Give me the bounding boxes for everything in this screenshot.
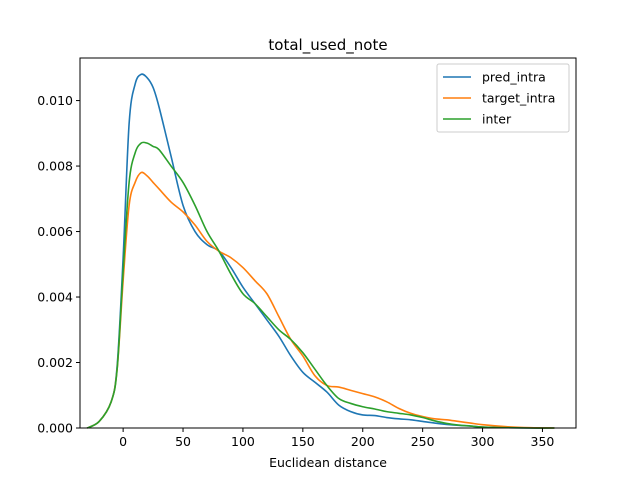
chart-title: total_used_note [268, 36, 387, 55]
x-axis: 0 50 100 150 200 250 300 350 [119, 428, 554, 449]
series-line-inter [86, 141, 555, 429]
x-tick-label: 250 [411, 434, 435, 449]
series-line-target-intra [86, 171, 555, 429]
y-tick-label: 0.010 [37, 93, 73, 108]
x-tick-label: 350 [531, 434, 555, 449]
x-tick-label: 50 [175, 434, 191, 449]
plot-frame [79, 57, 577, 429]
plot-lines [86, 73, 555, 429]
x-tick-label: 200 [351, 434, 375, 449]
legend-label: pred_intra [482, 70, 546, 85]
legend-box [436, 63, 570, 133]
x-axis-title: Euclidean distance [269, 455, 387, 470]
legend-label: inter [482, 112, 512, 127]
series-line-pred-intra [86, 73, 555, 429]
y-tick-label: 0.006 [37, 224, 73, 239]
y-tick-label: 0.004 [37, 290, 73, 305]
y-axis: 0.000 0.002 0.004 0.006 0.008 0.010 [37, 93, 80, 436]
x-tick-label: 150 [291, 434, 315, 449]
y-tick-label: 0.002 [37, 355, 73, 370]
y-tick-label: 0.000 [37, 421, 73, 436]
x-tick-label: 300 [471, 434, 495, 449]
x-tick-label: 100 [231, 434, 255, 449]
legend-label: target_intra [482, 91, 555, 106]
x-tick-label: 0 [119, 434, 127, 449]
y-tick-label: 0.008 [37, 159, 73, 174]
